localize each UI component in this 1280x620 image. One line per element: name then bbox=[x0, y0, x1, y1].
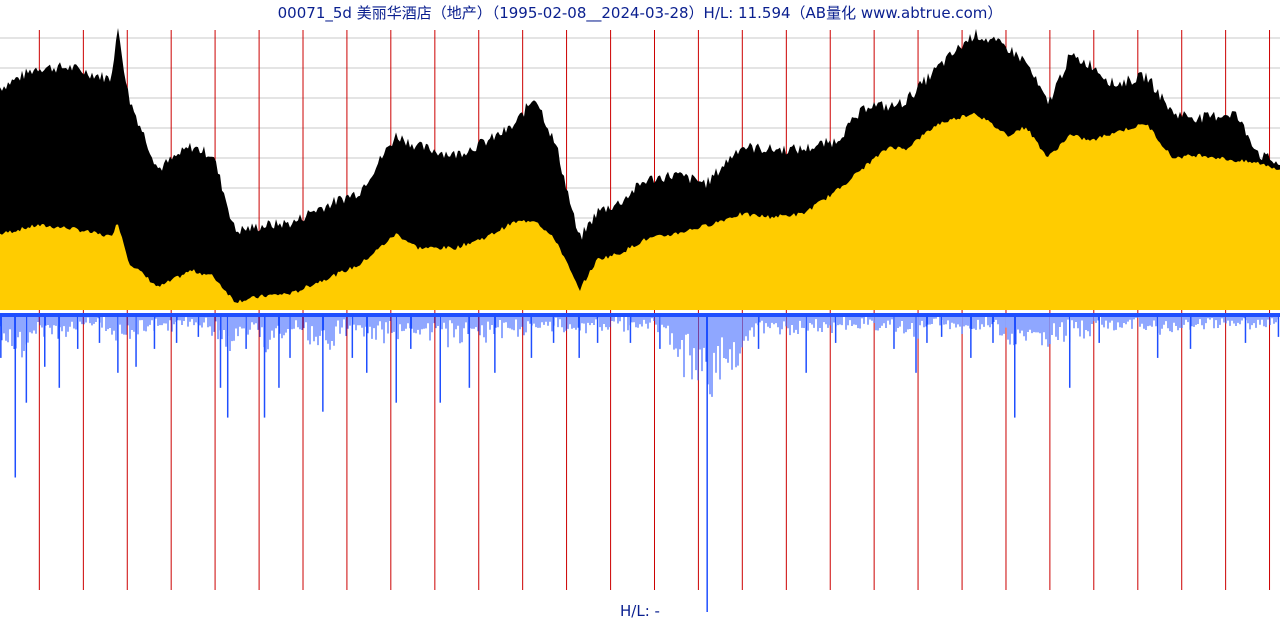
volume-bars bbox=[0, 313, 1280, 612]
price-area bbox=[0, 28, 1280, 310]
chart-title: 00071_5d 美丽华酒店（地产）（1995-02-08__2024-03-2… bbox=[277, 4, 1003, 22]
close-area bbox=[0, 112, 1280, 310]
footer-hl-label: H/L: - bbox=[620, 602, 660, 620]
